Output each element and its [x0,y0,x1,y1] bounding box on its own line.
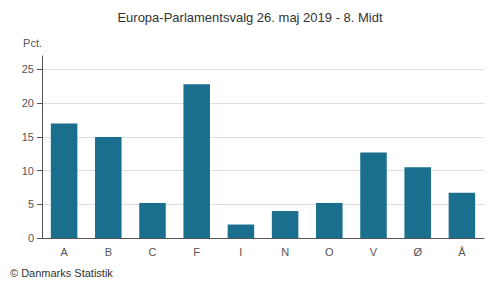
svg-text:B: B [105,246,112,258]
svg-text:O: O [325,246,334,258]
svg-text:15: 15 [22,131,34,143]
svg-text:Pct.: Pct. [23,37,42,49]
svg-text:I: I [239,246,242,258]
svg-text:20: 20 [22,97,34,109]
svg-text:10: 10 [22,165,34,177]
svg-text:5: 5 [28,198,34,210]
svg-text:C: C [149,246,157,258]
svg-text:V: V [370,246,378,258]
svg-text:Europa-Parlamentsvalg 26. maj: Europa-Parlamentsvalg 26. maj 2019 - 8. … [117,10,383,25]
svg-text:Ø: Ø [413,246,422,258]
svg-text:N: N [281,246,289,258]
svg-text:© Danmarks Statistik: © Danmarks Statistik [10,267,113,279]
svg-text:25: 25 [22,63,34,75]
svg-text:0: 0 [28,232,34,244]
svg-text:F: F [193,246,200,258]
svg-text:A: A [60,246,68,258]
svg-text:Å: Å [458,246,466,258]
